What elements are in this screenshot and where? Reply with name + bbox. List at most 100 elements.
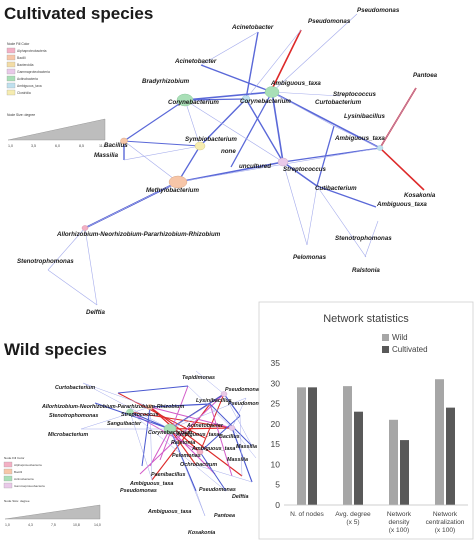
node-label: Pantoea [413, 72, 438, 79]
network-edge [184, 98, 247, 101]
network-edge [239, 415, 243, 477]
legend-label: Ambiguous_taxa [17, 84, 42, 88]
size-tick: 11,0 [99, 144, 106, 148]
network-edge [177, 147, 381, 183]
node-label: Kosakonia [404, 192, 436, 199]
node-label: Ambiguous_taxa [334, 135, 385, 142]
network-edge [129, 411, 233, 429]
network-edge [169, 428, 216, 475]
network-edge [129, 411, 153, 481]
node-label: Massilia [236, 444, 257, 450]
legend-swatch [6, 47, 16, 54]
node-label: Acinetobacter [186, 423, 224, 429]
network-edge [272, 29, 302, 88]
bar-wild [343, 386, 352, 505]
network-edge [199, 415, 241, 453]
legend-swatch [3, 461, 13, 468]
network-edge [223, 393, 253, 447]
x-tick-label: Network density (x 100) [387, 511, 412, 534]
bar-cultivated [354, 411, 363, 505]
network-edge [316, 185, 367, 258]
network-edge [231, 397, 247, 429]
y-tick-label: 15 [271, 439, 281, 449]
legend-swatch [3, 475, 13, 482]
network-edge [316, 125, 335, 187]
node-label: Pseudomonas [228, 401, 265, 407]
wild-legend-header: Node Fill Color [4, 456, 24, 460]
y-tick-label: 25 [271, 399, 281, 409]
legend-label: Bacteroidia [17, 63, 34, 67]
network-edge [159, 385, 189, 461]
node-label: Pseudomonas [199, 487, 236, 493]
node-label: Cutibacterium [315, 185, 357, 192]
node-label: Lysinibacillus [344, 113, 385, 120]
network-edge [245, 31, 259, 100]
x-axis: N. of nodes Avg. degree (x 5) Network densit… [290, 511, 465, 534]
cultivated-legend-header: Node Fill Color [7, 42, 30, 46]
network-node [194, 141, 206, 151]
node-label: Paenibacillus [151, 472, 185, 478]
cultivated-labels: Pseudomonas Pseudomonas Acinetobacter Ac… [17, 7, 438, 316]
bar-wild [297, 387, 306, 505]
network-edge [82, 382, 171, 430]
legend-swatch [6, 89, 16, 96]
node-label: Curtobacterium [55, 385, 95, 391]
network-edge [316, 185, 377, 208]
y-tick-label: 5 [275, 480, 280, 490]
network-node [220, 391, 228, 397]
legend-swatch [6, 68, 16, 75]
network-edge [123, 99, 186, 142]
bar-cultivated [308, 387, 317, 505]
bar-wild [389, 419, 398, 505]
node-label: Pantoea [214, 513, 235, 519]
legend-swatch [3, 468, 13, 475]
network-edge [195, 464, 253, 483]
bars [297, 379, 455, 505]
node-label: Delftia [232, 494, 248, 500]
network-node [176, 93, 194, 107]
network-edge [169, 428, 197, 466]
network-edge [200, 31, 259, 66]
legend-label-wild: Wild [392, 333, 408, 342]
legend-label: Gammaproteobacteria [17, 70, 50, 74]
legend-label: Alphaproteobacteria [17, 49, 47, 53]
network-edge [364, 220, 379, 258]
network-edge [209, 403, 253, 447]
size-tick: 8,5 [79, 144, 84, 148]
network-node [120, 137, 128, 145]
node-label: Pelomonas [293, 254, 327, 261]
y-tick-label: 35 [271, 358, 281, 368]
network-edge [306, 185, 318, 246]
size-tick: 4,3 [28, 523, 33, 527]
network-edge [141, 406, 151, 467]
network-node [264, 86, 280, 98]
wild-legend: Node Fill Color Alphaproteobacteria Baci… [3, 456, 101, 527]
legend-swatch [6, 75, 16, 82]
y-tick-label: 30 [271, 378, 281, 388]
cultivated-size-header: Node Size: degree [7, 113, 35, 117]
size-tick: 1,0 [5, 523, 10, 527]
size-scale-wedge [4, 504, 101, 520]
network-edge [199, 98, 247, 147]
node-label: Corynebacterium [148, 430, 193, 436]
network-node [241, 95, 251, 103]
node-label: Bacillus [104, 142, 128, 149]
network-edge [223, 393, 241, 417]
node-label: Massilia [94, 152, 119, 159]
node-label: Microbacterium [48, 432, 88, 438]
wild-weak-edges [80, 370, 257, 517]
network-edge [230, 91, 273, 168]
node-label: Stenotrophomonas [49, 413, 98, 419]
size-tick: 14,0 [94, 523, 101, 527]
node-label: Delftia [86, 309, 105, 316]
network-edge [94, 402, 171, 430]
node-label: Ambiguous_taxa [129, 481, 173, 487]
node-label: Sanguibacter [107, 421, 142, 427]
size-tick: 7,5 [51, 523, 56, 527]
network-node [126, 408, 134, 416]
network-edge [271, 91, 381, 149]
bar-wild [435, 379, 444, 505]
network-edge [282, 147, 381, 163]
legend-label-cultivated: Cultivated [392, 345, 428, 354]
